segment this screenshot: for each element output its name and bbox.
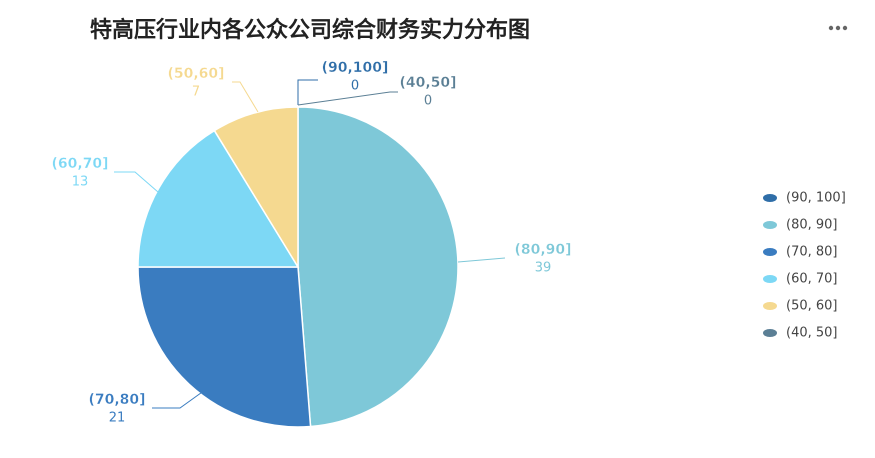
slice-value: 0 <box>424 94 432 109</box>
legend-label[interactable]: (70, 80] <box>786 245 838 260</box>
slice-value: 21 <box>109 411 126 426</box>
slice-label: (60,70] <box>51 156 108 172</box>
menu-button[interactable] <box>828 25 848 31</box>
leader-line <box>232 81 259 113</box>
legend-marker <box>763 275 777 283</box>
legend-marker <box>763 248 777 256</box>
chart-title: 特高压行业内各公众公司综合财务实力分布图 <box>90 17 530 43</box>
legend-label[interactable]: (50, 60] <box>786 299 838 314</box>
leader-line <box>297 79 318 105</box>
leader-line <box>114 171 159 193</box>
leader-line <box>297 91 398 106</box>
legend-label[interactable]: (40, 50] <box>786 326 838 341</box>
slice-label: (70,80] <box>88 392 145 408</box>
slice-label: (40,50] <box>399 75 456 91</box>
slice-label: (80,90] <box>514 242 571 258</box>
leader-line <box>152 384 213 409</box>
slice-value: 39 <box>535 261 552 276</box>
menu-dot[interactable] <box>828 25 834 31</box>
menu-dot[interactable] <box>835 25 841 31</box>
legend-label[interactable]: (60, 70] <box>786 272 838 287</box>
pie-slice <box>297 106 459 428</box>
menu-dot[interactable] <box>842 25 848 31</box>
pie-slice <box>213 106 299 270</box>
slice-value: 0 <box>351 79 359 94</box>
legend-label[interactable]: (80, 90] <box>786 218 838 233</box>
leader-line <box>457 257 506 263</box>
pie-slice <box>137 129 300 268</box>
slice-label: (50,60] <box>167 66 224 82</box>
legend-marker <box>763 302 777 310</box>
legend-marker <box>763 329 777 337</box>
legend-label[interactable]: (90, 100] <box>786 191 846 206</box>
pie-slice <box>137 266 312 428</box>
legend-marker <box>763 221 777 229</box>
slice-label: (90,100] <box>322 60 389 76</box>
slice-value: 13 <box>72 175 89 190</box>
slice-value: 7 <box>192 85 200 100</box>
legend-marker <box>763 194 777 202</box>
